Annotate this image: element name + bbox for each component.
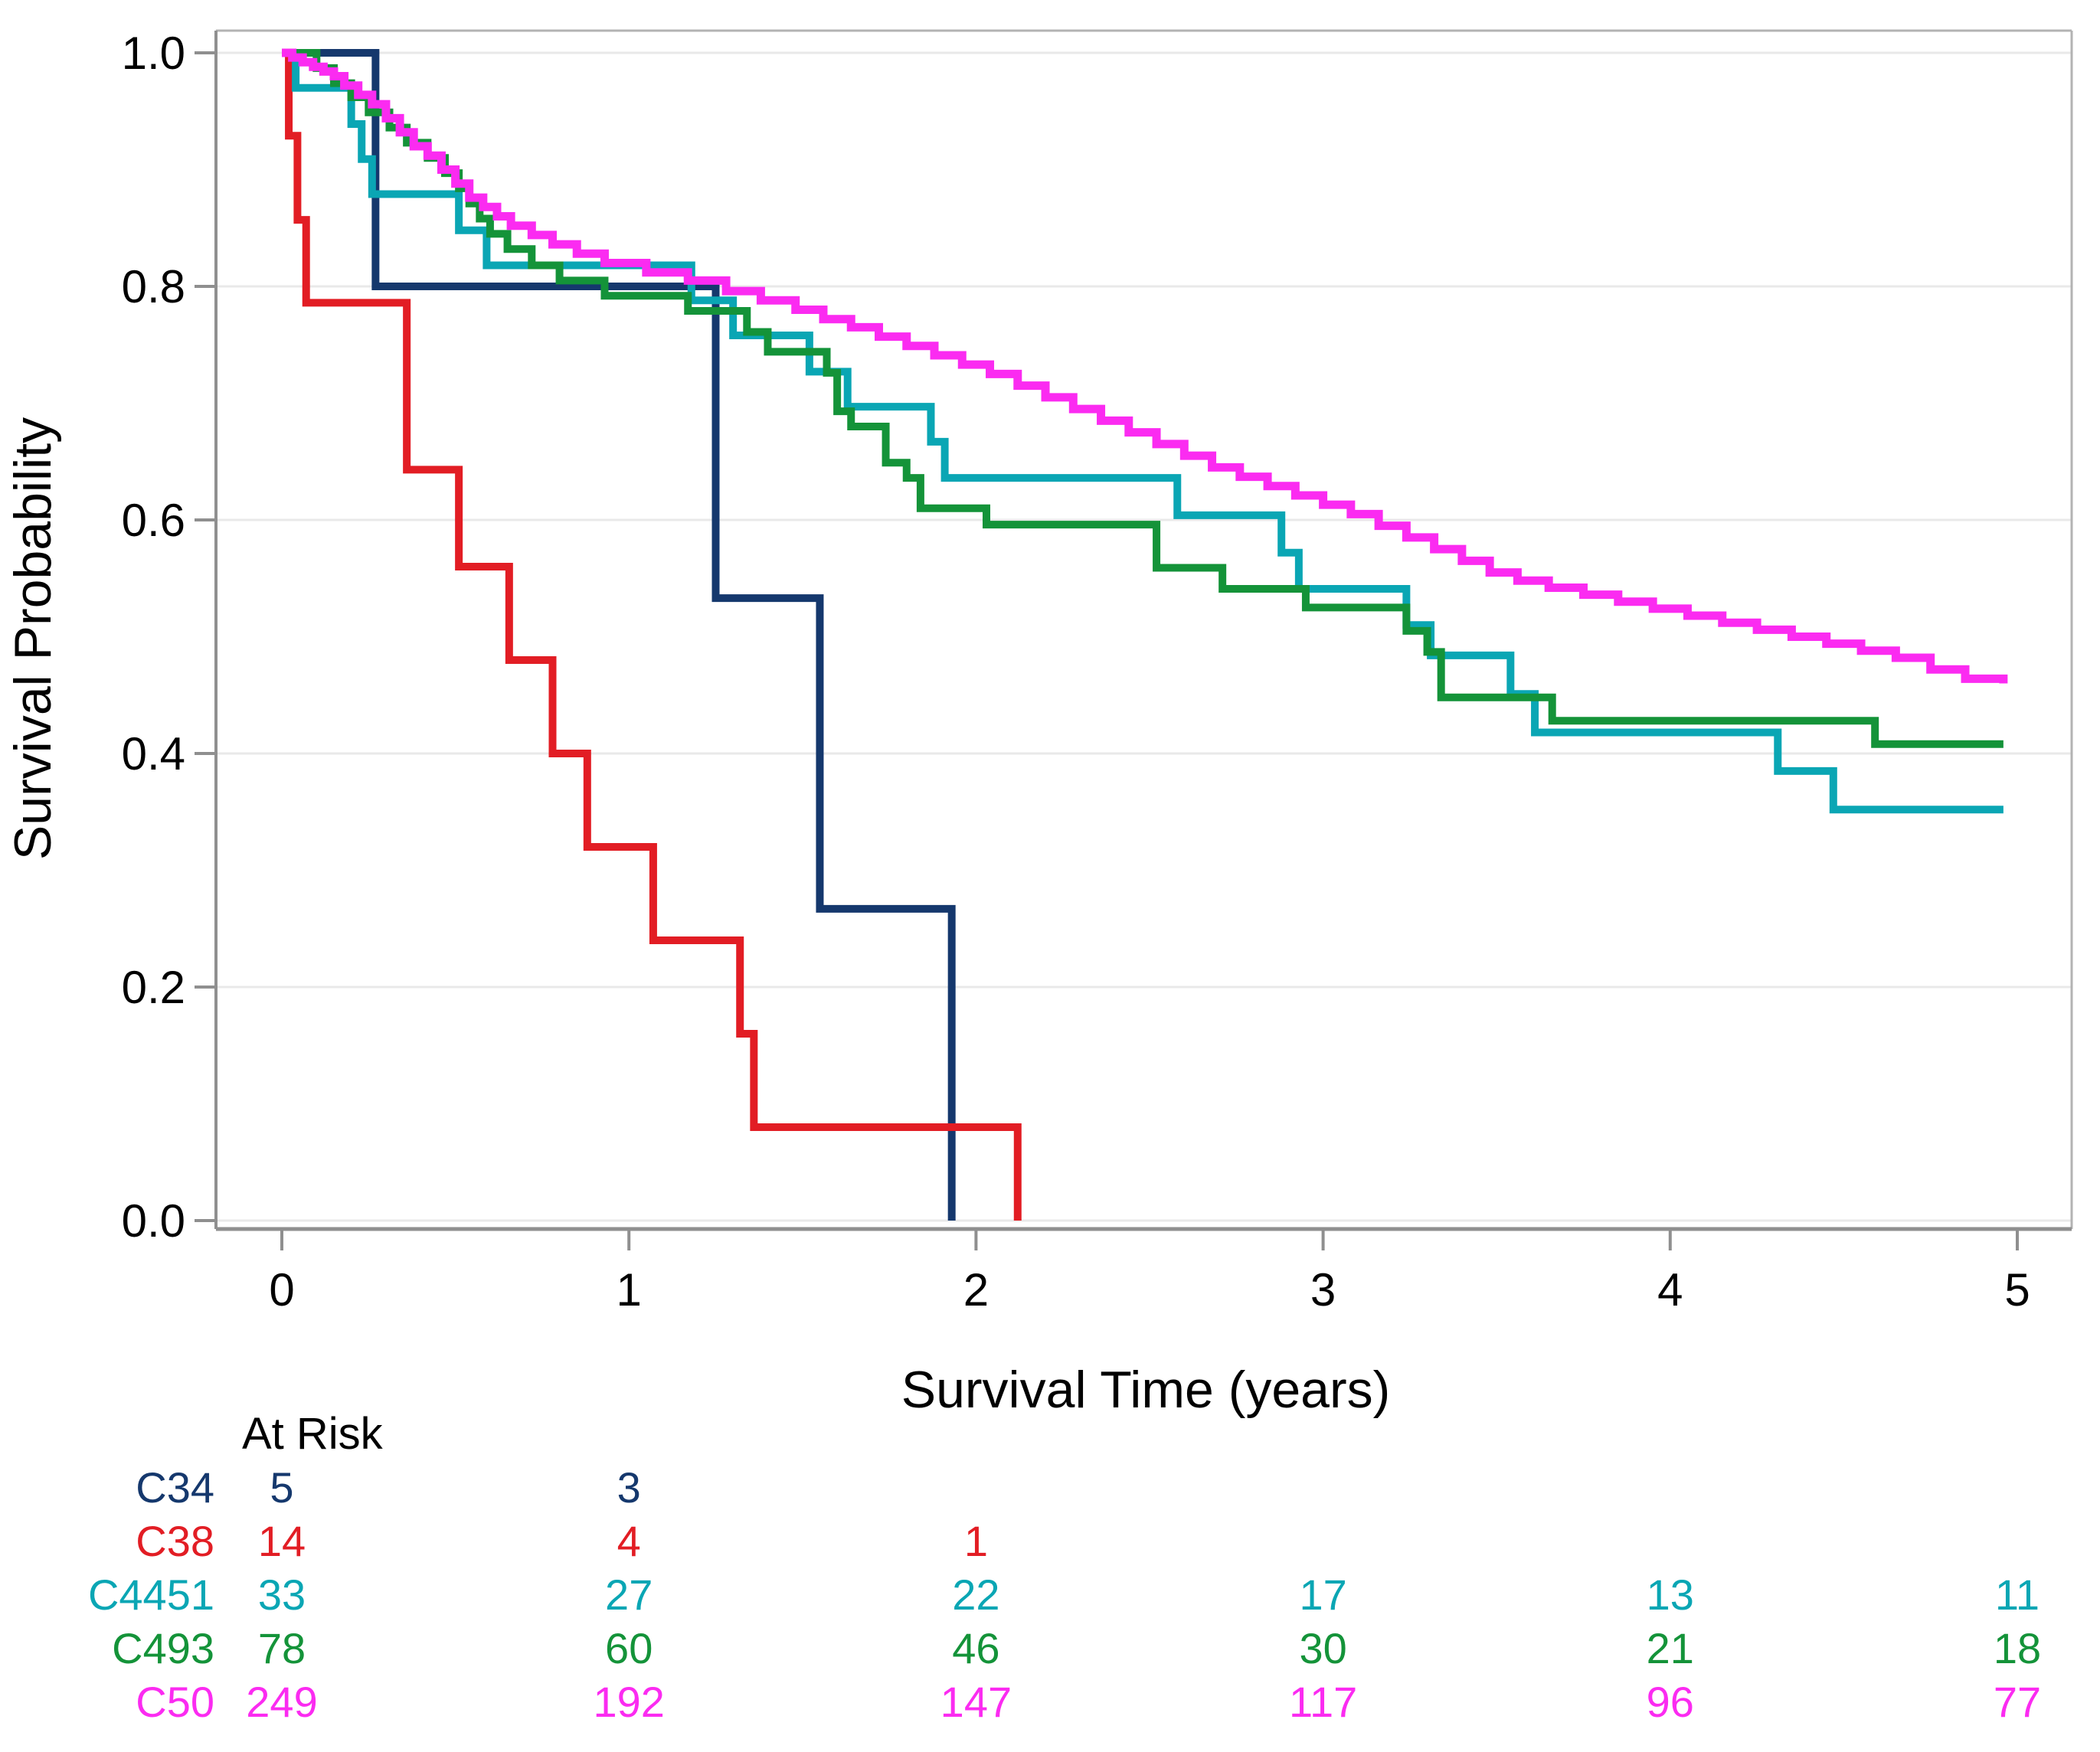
series-path-C38 [282,49,1022,1221]
series-path-C4451 [282,49,2004,814]
series-path-C493 [282,49,2004,748]
at-risk-value-C50-t1: 192 [593,1678,664,1726]
at-risk-value-C4451-t5: 11 [1995,1571,2039,1619]
at-risk-label-C38: C38 [136,1517,214,1565]
x-tick-label-3: 3 [1310,1264,1336,1316]
x-tick-label-2: 2 [963,1264,989,1316]
at-risk-label-C34: C34 [136,1463,214,1512]
at-risk-value-C493-t1: 60 [605,1624,653,1672]
at-risk-value-C50-t2: 147 [940,1678,1012,1726]
series-path-C50 [282,48,2008,684]
at-risk-label-C493: C493 [112,1624,214,1672]
at-risk-value-C493-t4: 21 [1647,1624,1694,1672]
x-tick-label-4: 4 [1657,1264,1683,1316]
axis-ticks-layer [195,51,2019,1250]
x-axis-title: Survival Time (years) [901,1361,1391,1419]
at-risk-value-C50-t3: 117 [1289,1678,1357,1726]
at-risk-value-C34-t1: 3 [617,1463,641,1512]
x-tick-label-5: 5 [2004,1264,2030,1316]
y-tick-label-0.4: 0.4 [122,728,185,780]
y-tick-label-0.0: 0.0 [122,1195,185,1247]
at-risk-value-C38-t2: 1 [964,1517,988,1565]
x-tick-label-0: 0 [269,1264,294,1316]
at-risk-label-C4451: C4451 [88,1571,214,1619]
series-path-C34 [282,49,956,1221]
y-tick-label-0.2: 0.2 [122,962,185,1013]
at-risk-value-C4451-t3: 17 [1299,1571,1346,1619]
at-risk-value-C493-t0: 78 [258,1624,306,1672]
y-tick-label-0.8: 0.8 [122,261,185,312]
at-risk-label-C50: C50 [136,1678,214,1726]
tick-labels-layer: 0 1 2 3 4 5 1.0 0.8 0.6 0.4 0.2 0.0 [122,28,2030,1316]
at-risk-value-C493-t2: 46 [952,1624,999,1672]
at-risk-layer: C34 5 3 C38 14 4 1 C4451 33 27 22 17 13 11 C493 78 60 46 3… [88,1463,2041,1726]
at-risk-value-C4451-t1: 27 [605,1571,653,1619]
y-axis-title: Survival Probability [4,417,62,860]
at-risk-value-C50-t5: 77 [1994,1678,2041,1726]
at-risk-value-C38-t0: 14 [258,1517,306,1565]
at-risk-value-C4451-t4: 13 [1647,1571,1694,1619]
at-risk-value-C50-t0: 249 [246,1678,317,1726]
x-tick-label-1: 1 [617,1264,642,1316]
plot-frame-layer [214,29,2073,1231]
at-risk-value-C50-t4: 96 [1647,1678,1694,1726]
at-risk-value-C38-t1: 4 [617,1517,641,1565]
y-tick-label-0.6: 0.6 [122,495,185,546]
at-risk-value-C4451-t0: 33 [258,1571,306,1619]
at-risk-value-C4451-t2: 22 [952,1571,999,1619]
at-risk-value-C493-t5: 18 [1994,1624,2041,1672]
series-layer [282,48,2008,1221]
at-risk-value-C34-t0: 5 [270,1463,293,1512]
at-risk-title: At Risk [242,1409,384,1459]
at-risk-value-C493-t3: 30 [1299,1624,1346,1672]
y-tick-label-1.0: 1.0 [122,28,185,79]
